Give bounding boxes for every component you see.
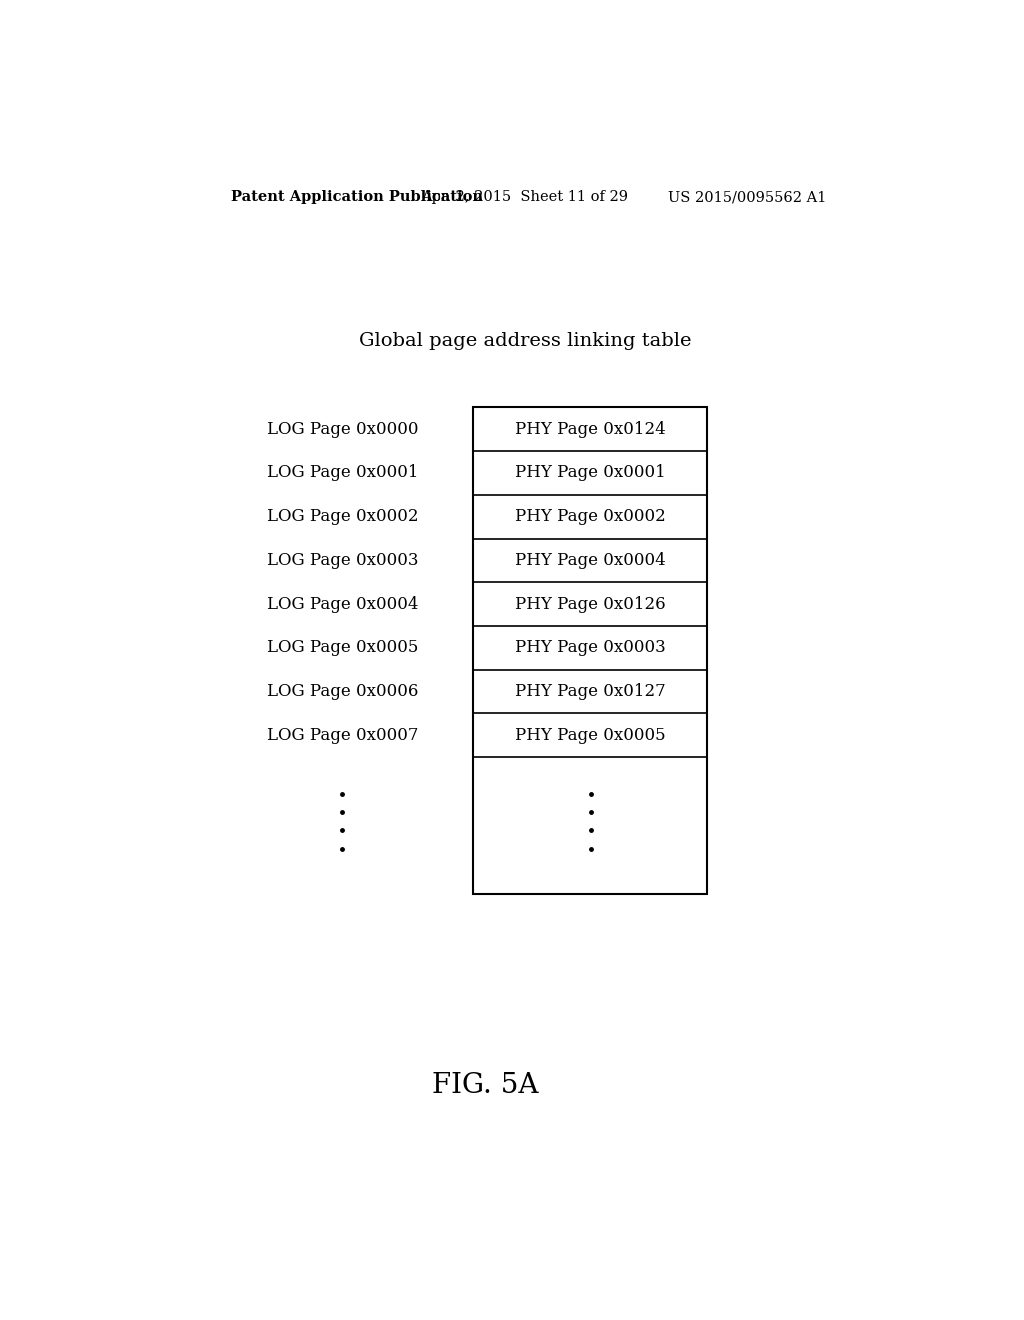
Text: US 2015/0095562 A1: US 2015/0095562 A1: [668, 190, 826, 205]
Text: PHY Page 0x0005: PHY Page 0x0005: [515, 727, 666, 743]
Bar: [473, 408, 708, 894]
Text: LOG Page 0x0003: LOG Page 0x0003: [266, 552, 418, 569]
Text: PHY Page 0x0004: PHY Page 0x0004: [515, 552, 666, 569]
Text: PHY Page 0x0126: PHY Page 0x0126: [515, 595, 666, 612]
Text: LOG Page 0x0001: LOG Page 0x0001: [266, 465, 418, 482]
Text: PHY Page 0x0001: PHY Page 0x0001: [515, 465, 666, 482]
Text: PHY Page 0x0003: PHY Page 0x0003: [515, 639, 666, 656]
Text: LOG Page 0x0007: LOG Page 0x0007: [266, 727, 418, 743]
Text: LOG Page 0x0004: LOG Page 0x0004: [266, 595, 418, 612]
Text: LOG Page 0x0006: LOG Page 0x0006: [266, 682, 418, 700]
Text: Global page address linking table: Global page address linking table: [358, 333, 691, 350]
Text: LOG Page 0x0000: LOG Page 0x0000: [266, 421, 418, 438]
Text: LOG Page 0x0002: LOG Page 0x0002: [266, 508, 418, 525]
Text: LOG Page 0x0005: LOG Page 0x0005: [266, 639, 418, 656]
Text: Apr. 2, 2015  Sheet 11 of 29: Apr. 2, 2015 Sheet 11 of 29: [421, 190, 629, 205]
Text: Patent Application Publication: Patent Application Publication: [231, 190, 483, 205]
Text: PHY Page 0x0127: PHY Page 0x0127: [515, 682, 666, 700]
Text: PHY Page 0x0002: PHY Page 0x0002: [515, 508, 666, 525]
Text: FIG. 5A: FIG. 5A: [432, 1072, 539, 1098]
Text: PHY Page 0x0124: PHY Page 0x0124: [515, 421, 666, 438]
